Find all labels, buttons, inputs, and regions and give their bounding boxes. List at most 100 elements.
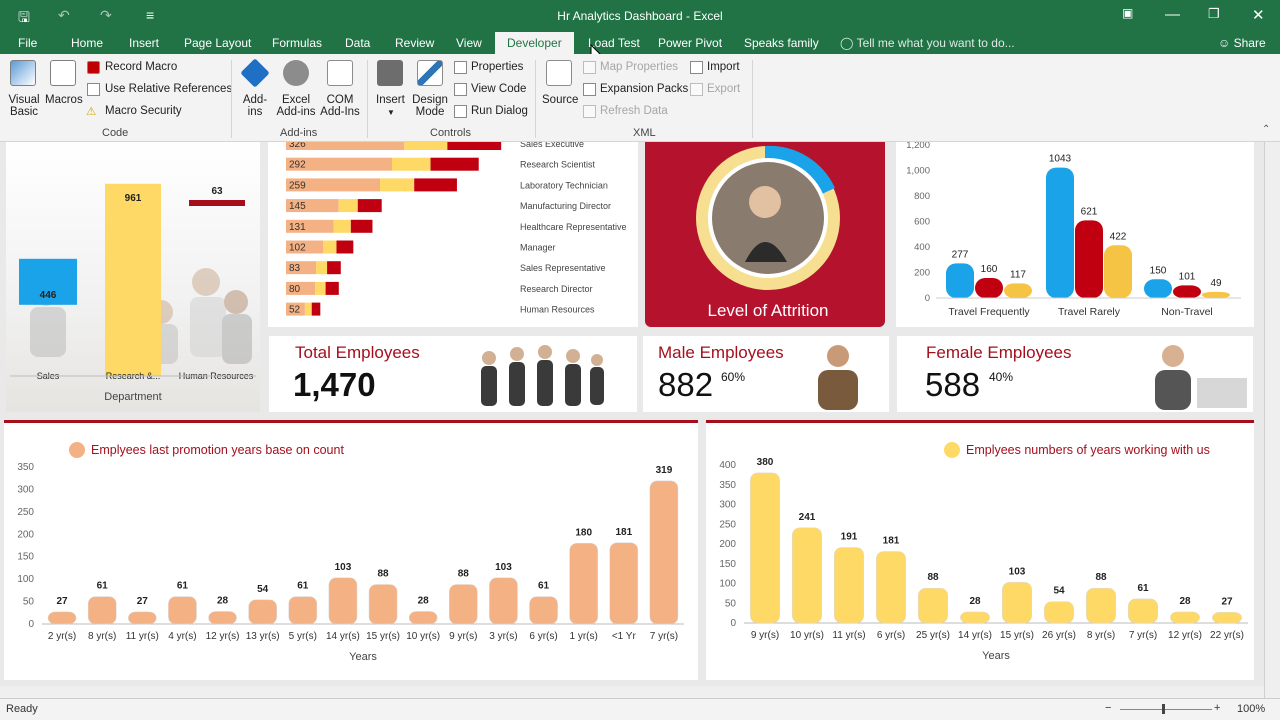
bar [47,611,77,625]
import-icon [690,61,703,74]
design-mode-button[interactable]: Design Mode [412,94,448,118]
bar-value-label: 28 [969,596,981,607]
y-tick-label: 50 [23,597,35,608]
zoom-slider-thumb[interactable] [1162,704,1165,714]
tab-file[interactable]: File [18,36,38,50]
x-tick-label: 26 yr(s) [1042,630,1076,641]
tell-me-search[interactable]: ◯ Tell me what you want to do... [840,36,1015,50]
travel-value: 1043 [1049,154,1072,165]
bar-value-label: 61 [1137,583,1149,594]
zoom-in-icon[interactable]: + [1214,702,1221,714]
tab-home[interactable]: Home [71,36,104,50]
xml-source-icon [546,60,572,86]
bar-value-label: 61 [538,581,550,592]
dept-bar [105,183,161,376]
role-bar [286,302,305,316]
tab-power-pivot[interactable]: Power Pivot [658,36,723,50]
collapse-ribbon-icon[interactable]: ⌃ [1262,124,1271,135]
vertical-scrollbar[interactable] [1264,142,1280,698]
travel-bar [1144,279,1172,298]
share-label: Share [1233,36,1266,50]
macros-button[interactable]: Macros [45,94,83,106]
map-properties-button[interactable]: Map Properties [600,61,678,73]
tab-view[interactable]: View [456,36,482,50]
bar-value-label: 28 [1179,596,1191,607]
business-travel-chart: 1,200 1,000 800 600 400 200 0 277 160 117 Travel F… [906,140,1241,318]
zoom-out-icon[interactable]: − [1105,702,1112,714]
expansion-packs-button[interactable]: Expansion Packs [600,83,689,95]
travel-ytick: 1,000 [906,166,930,177]
zoom-slider[interactable] [1120,709,1212,710]
restore-icon[interactable]: ❐ [1208,6,1220,21]
bar [87,596,117,625]
excel-addins-button[interactable]: Excel Add-ins [276,94,316,118]
tab-data[interactable]: Data [345,36,371,50]
role-bar [414,178,457,192]
x-tick-label: 7 yr(s) [1129,630,1157,641]
close-icon[interactable]: ✕ [1252,7,1265,24]
insert-control-button[interactable]: Insert [376,94,405,106]
tab-developer[interactable]: Developer [495,32,574,54]
tab-review[interactable]: Review [395,36,435,50]
bar [569,543,598,625]
bar-value-label: 54 [257,584,269,595]
x-tick-label: 25 yr(s) [916,630,950,641]
export-icon [690,83,703,96]
travel-bar [1202,291,1230,298]
travel-value: 160 [981,264,998,275]
role-label: Healthcare Representative [520,222,627,232]
undo-icon[interactable]: ↶ [58,7,70,23]
import-button[interactable]: Import [707,61,740,73]
travel-ytick: 400 [914,242,930,253]
x-tick-label: 14 yr(s) [958,630,992,641]
ribbon-display-icon[interactable]: ▣ [1122,6,1134,20]
visual-basic-button[interactable]: Visual Basic [8,94,40,118]
macro-security-button[interactable]: Macro Security [105,105,182,117]
legend-dot-icon [944,442,960,458]
bar [1044,601,1074,624]
relative-references-button[interactable]: Use Relative References [105,83,233,95]
role-bar [333,219,351,233]
run-dialog-button[interactable]: Run Dialog [471,105,528,117]
x-tick-label: 9 yr(s) [751,630,779,641]
share-button[interactable]: ☺ Share [1218,36,1266,50]
bar-value-label: 103 [495,562,512,573]
refresh-data-button[interactable]: Refresh Data [600,105,668,117]
y-tick-label: 200 [719,539,736,550]
save-icon[interactable]: 🖫 [18,9,30,25]
tab-page-layout[interactable]: Page Layout [184,36,252,50]
com-addins-button[interactable]: COM Add-Ins [320,94,360,118]
addins-button[interactable]: Add-ins [242,94,268,118]
tab-load-test[interactable]: Load Test [588,36,640,50]
y-tick-label: 200 [17,529,34,540]
record-macro-button[interactable]: Record Macro [105,61,178,73]
x-tick-label: 13 yr(s) [246,631,280,642]
status-bar: Ready − + 100% [0,698,1280,720]
role-bar [430,157,479,171]
travel-category: Travel Frequently [948,306,1030,318]
export-button[interactable]: Export [707,83,741,95]
tab-speaks-family[interactable]: Speaks family [744,36,819,50]
tab-insert[interactable]: Insert [129,36,160,50]
y-tick-label: 100 [719,579,736,590]
source-button[interactable]: Source [542,94,579,106]
role-bar [380,178,415,192]
tab-formulas[interactable]: Formulas [272,36,323,50]
tell-me-text: Tell me what you want to do... [856,36,1015,50]
dept-value: 63 [211,186,223,197]
role-label: Sales Executive [520,142,584,149]
customize-qat-icon[interactable]: ≡ [146,7,155,23]
design-mode-icon [417,60,443,86]
relative-references-icon [87,83,100,96]
view-code-button[interactable]: View Code [471,83,527,95]
role-value: 102 [289,243,306,254]
properties-button[interactable]: Properties [471,61,524,73]
x-tick-label: 15 yr(s) [1000,630,1034,641]
y-tick-label: 0 [730,618,736,629]
minimize-icon[interactable]: — [1165,6,1180,23]
role-label: Sales Representative [520,263,606,273]
redo-icon[interactable]: ↷ [100,7,112,23]
travel-value: 150 [1150,265,1167,276]
x-tick-label: 6 yr(s) [877,630,905,641]
